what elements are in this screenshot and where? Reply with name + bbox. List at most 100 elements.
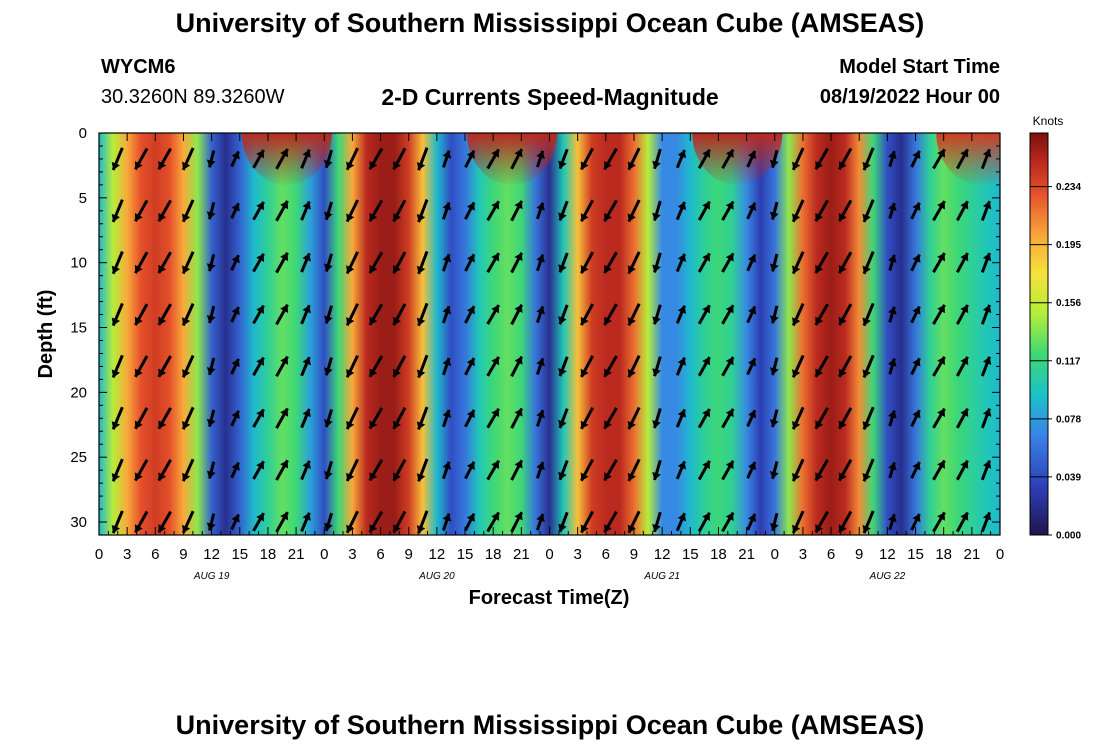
current-arrowhead [652,316,661,325]
current-arrowhead [580,316,589,326]
current-arrowhead [558,160,567,169]
current-arrowhead [937,304,945,314]
current-arrowhead [466,409,475,419]
current-arrowhead [702,408,711,418]
current-arrowhead [815,161,824,170]
current-arrowhead [302,201,311,210]
current-arrowhead [862,473,871,482]
current-arrowhead [627,368,636,378]
current-arrowhead [937,408,945,417]
current-arrowhead [111,213,121,222]
current-arrowhead [792,420,801,430]
x-tick-label: 0 [320,546,328,563]
current-arrowhead [747,254,757,263]
current-arrowhead [416,265,426,274]
current-arrowhead [206,315,216,323]
current-arrowhead [558,471,567,480]
current-arrowhead [111,317,121,326]
current-arrowhead [702,201,711,210]
current-arrowhead [393,161,401,170]
date-label: AUG 19 [193,571,230,582]
x-tick-label: 3 [123,546,131,563]
current-arrowhead [346,161,355,170]
y-tick-label: 10 [70,255,87,272]
colorbar-tick-label: 0.117 [1056,356,1081,367]
current-arrowhead [369,316,378,325]
current-arrowhead [815,524,824,533]
current-arrowhead [769,159,779,168]
current-arrowhead [937,201,945,210]
current-arrowhead [536,410,545,419]
current-arrowhead [558,212,567,221]
current-arrowhead [393,316,401,326]
current-arrowhead [580,213,589,222]
current-arrowhead [206,263,216,272]
current-arrowhead [960,460,969,469]
current-arrowhead [982,356,992,365]
current-arrowhead [491,356,500,366]
current-arrowhead [838,420,847,429]
current-arrowhead [111,473,121,482]
y-tick-label: 5 [79,190,87,207]
current-arrowhead [256,409,265,418]
current-arrowhead [466,358,475,367]
current-arrowhead [231,255,240,264]
current-arrowhead [231,306,240,316]
current-arrowhead [158,316,167,325]
current-arrowhead [393,264,401,274]
current-arrowhead [888,358,897,367]
y-axis-label: Depth (ft) [35,290,57,379]
current-arrowhead [442,202,452,211]
current-arrowhead [134,524,143,533]
current-arrowhead [369,264,378,274]
current-arrowhead [231,514,240,523]
current-arrowhead [280,408,289,417]
current-arrowhead [393,368,401,377]
current-arrowhead [580,420,589,429]
current-arrowhead [158,212,167,222]
current-arrowhead [652,160,661,169]
current-arrowhead [769,263,779,272]
current-arrowhead [514,408,523,417]
current-arrowhead [862,265,871,274]
current-arrowhead [111,524,121,534]
current-arrowhead [792,472,801,482]
current-arrowhead [982,304,992,314]
current-arrowhead [580,524,589,533]
current-arrowhead [627,420,636,430]
current-arrowhead [256,253,265,263]
current-arrowhead [369,161,378,170]
current-arrowhead [702,305,711,314]
y-tick-label: 0 [79,125,87,142]
current-arrowhead [982,253,992,262]
current-arrowhead [888,254,897,263]
current-arrowhead [769,471,779,479]
current-arrowhead [442,357,452,367]
current-arrowhead [838,264,847,274]
colorbar [1029,132,1049,536]
current-arrowhead [134,264,143,274]
current-arrowhead [442,461,452,470]
current-arrowhead [323,419,333,428]
current-arrowhead [652,523,661,532]
current-arrowhead [604,316,612,325]
current-arrowhead [134,420,143,429]
x-tick-label: 3 [573,546,581,563]
current-arrowhead [604,368,612,377]
x-tick-label: 18 [260,546,277,563]
current-arrowhead [231,462,240,471]
current-arrowhead [769,419,779,428]
date-label: AUG 20 [418,571,455,582]
current-arrowhead [416,421,426,430]
current-arrowhead [323,315,333,324]
current-arrowhead [982,149,992,158]
colorbar-tick-label: 0.156 [1056,298,1081,309]
x-tick-label: 3 [799,546,807,563]
current-arrowhead [982,201,992,210]
current-arrowhead [491,201,500,210]
x-tick-label: 12 [203,546,220,563]
current-arrowhead [206,522,216,531]
current-arrowhead [466,306,475,315]
surface-speed-maximum [466,133,557,185]
current-arrowhead [604,472,612,481]
